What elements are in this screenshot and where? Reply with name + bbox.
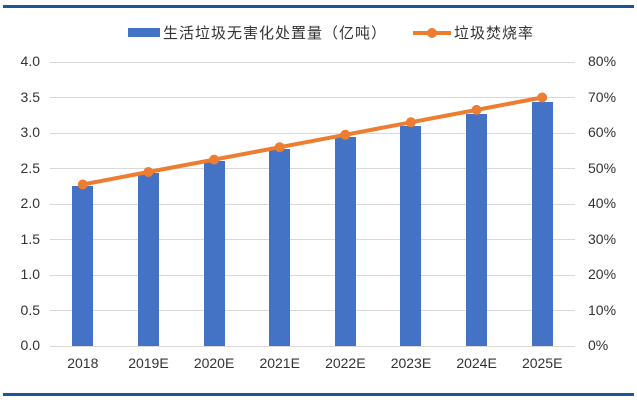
x-axis-tick-label-2018: 2018 [67,355,99,371]
bottom-border-rule [3,393,634,396]
bar-2023E [400,125,422,346]
gridline [50,239,575,240]
y-axis-right-tick-label: 0% [588,337,609,353]
gridline [50,310,575,311]
bar-2020E [203,161,225,346]
line-swatch-marker-icon [427,27,438,38]
y-axis-right-tick-label: 20% [588,266,617,282]
bar-2024E [466,113,488,346]
y-axis-left-tick-label: 1.5 [20,230,40,247]
gridline [50,61,575,63]
line-point-2021E [274,142,285,153]
line-point-2025E [537,92,548,103]
gridline [50,132,575,134]
y-axis-left-tick-label: 0.0 [20,337,40,353]
x-axis-tick-label-2019E: 2019E [128,355,169,371]
line-point-2019E [143,167,154,177]
line-point-2022E [340,129,351,140]
y-axis-right-tick-label: 30% [588,230,617,247]
x-axis-tick-label-2021E: 2021E [259,355,300,371]
y-axis-right-tick-label: 80% [588,53,617,69]
y-axis-left-tick-label: 4.0 [20,53,40,69]
bar-2025E [531,101,553,346]
bar-2022E [334,137,356,346]
line-point-2018 [77,179,88,190]
legend-label-disposal-volume: 生活垃圾无害化处置量（亿吨） [163,25,388,42]
line-point-2023E [405,117,416,128]
x-axis-tick-label-2020E: 2020E [193,355,235,371]
gridline [50,168,575,169]
gridline [50,274,575,276]
y-axis-right-tick-label: 40% [588,195,617,211]
y-axis-right-tick-label: 70% [588,88,617,105]
y-axis-left-tick-label: 3.5 [20,88,40,105]
chart-legend: 生活垃圾无害化处置量（亿吨） 垃圾焚烧率 [128,22,534,43]
y-axis-left-tick-label: 1.0 [20,266,40,282]
line-point-2024E [471,104,482,115]
y-axis-left-tick-label: 2.0 [20,195,40,211]
bar-2019E [137,173,159,346]
line-point-2020E [209,154,220,165]
y-axis-right-tick-label: 10% [588,301,617,318]
y-axis-left-tick-label: 3.0 [20,124,40,140]
x-axis-tick-label-2024E: 2024E [456,355,497,371]
x-axis-tick-label-2025E: 2025E [521,355,563,371]
x-axis-tick-label-2023E: 2023E [390,355,432,371]
bar-2018 [72,185,94,346]
bar-2021E [269,149,291,346]
bar-series-swatch [128,28,160,37]
y-axis-left-tick-label: 2.5 [20,159,40,176]
gridline [50,97,575,98]
y-axis-right-tick-label: 60% [588,124,617,140]
gridline [50,345,575,347]
incineration-rate-trend-line [80,95,545,187]
legend-item-incineration-rate: 垃圾焚烧率 [413,22,534,43]
top-border-rule [3,5,634,8]
legend-label-incineration-rate: 垃圾焚烧率 [454,25,535,42]
legend-item-disposal-volume: 生活垃圾无害化处置量（亿吨） [128,22,387,43]
incineration-rate-line-layer [77,92,548,190]
x-axis-tick-label-2022E: 2022E [325,355,366,371]
gridline [50,203,575,205]
y-axis-right-tick-label: 50% [588,159,617,176]
y-axis-left-tick-label: 0.5 [20,301,40,318]
line-series-swatch [413,27,452,38]
